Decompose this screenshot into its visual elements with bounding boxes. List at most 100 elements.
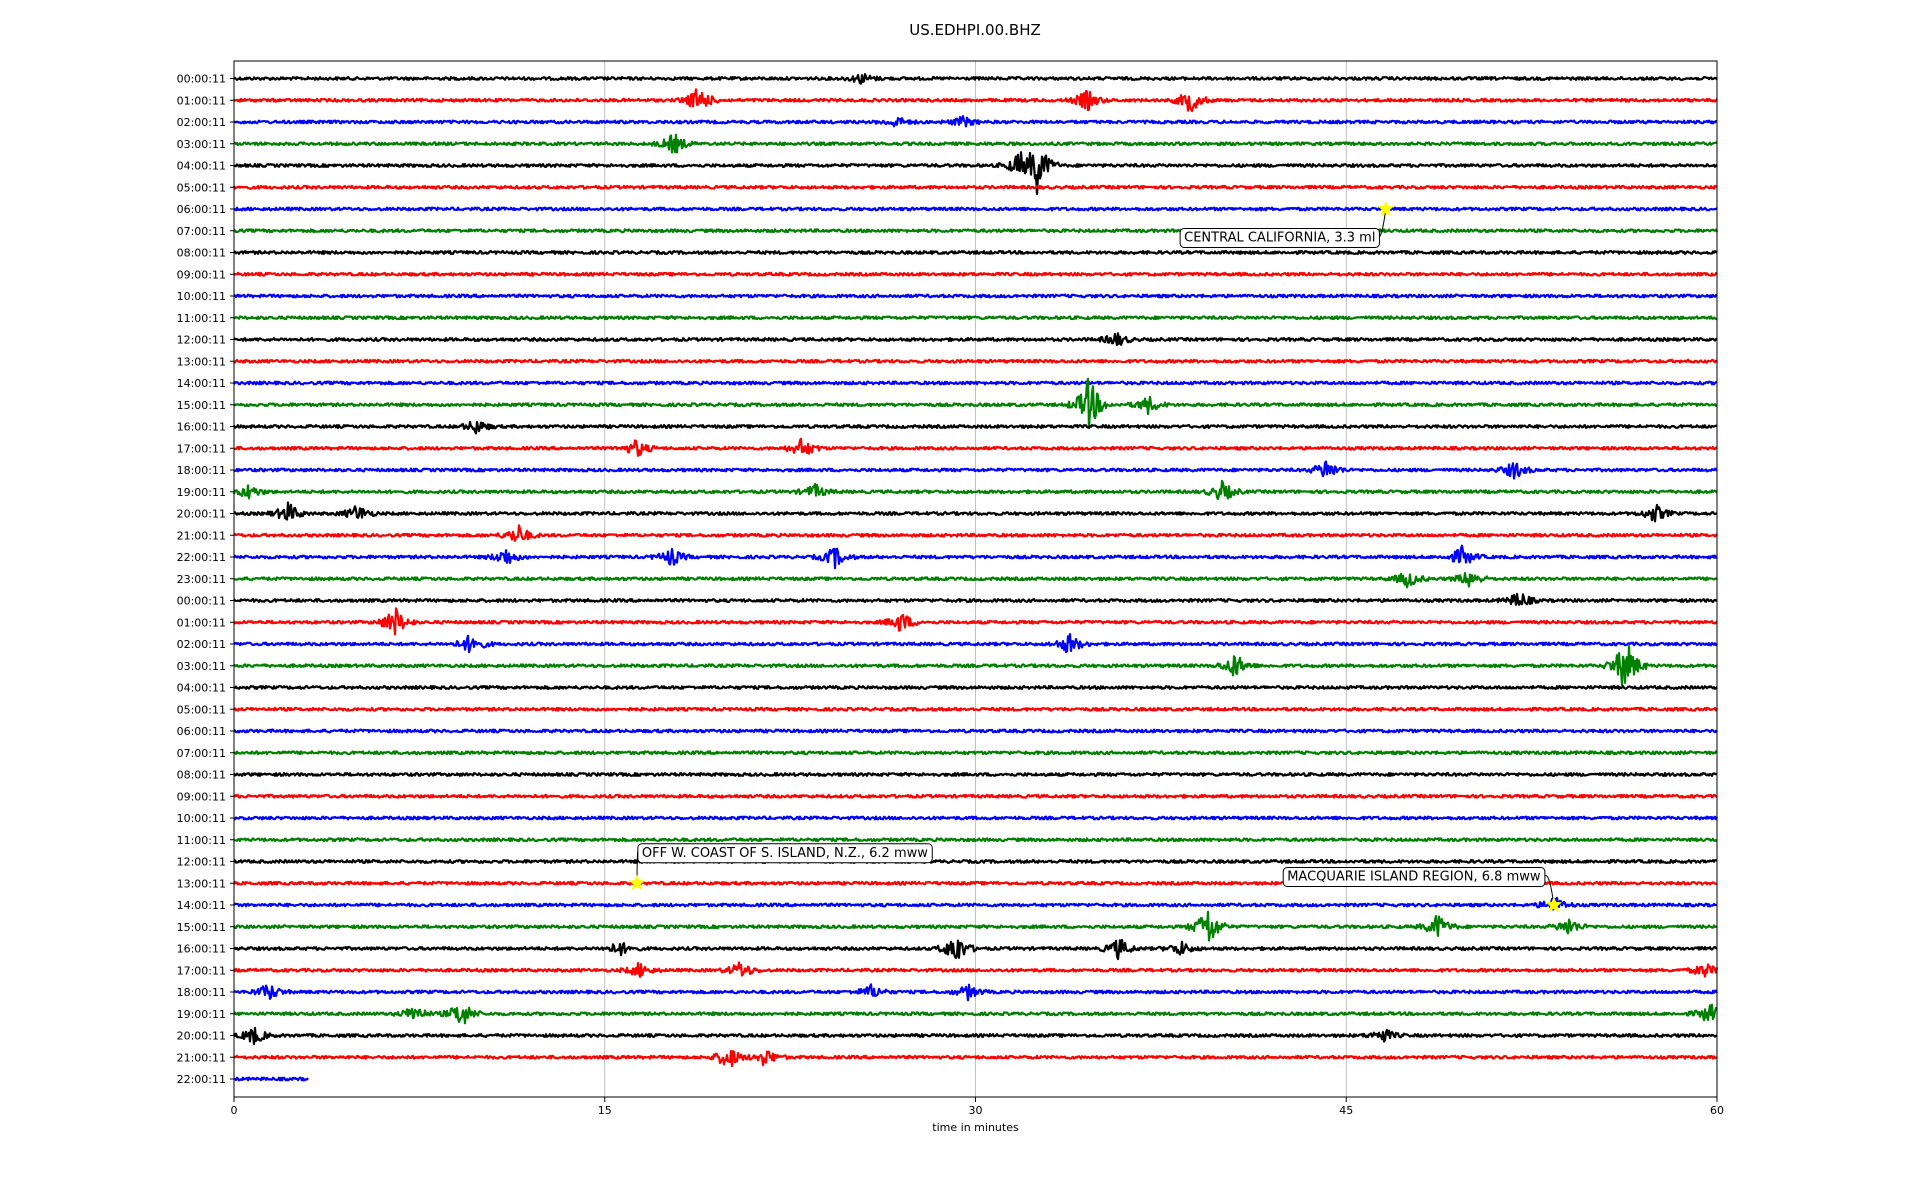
row-time-label: 17:00:11 <box>177 442 226 455</box>
x-axis-label: time in minutes <box>932 1121 1019 1134</box>
row-time-label: 11:00:11 <box>177 834 226 847</box>
trace-row <box>233 837 1718 843</box>
row-time-label: 04:00:11 <box>177 160 226 173</box>
trace-row <box>233 358 1718 364</box>
row-time-label: 18:00:11 <box>177 464 226 477</box>
event-label: MACQUARIE ISLAND REGION, 6.8 mww <box>1287 870 1541 885</box>
trace-row <box>233 228 1719 234</box>
row-time-label: 00:00:11 <box>177 73 226 86</box>
row-time-label: 06:00:11 <box>177 203 226 216</box>
event-label: CENTRAL CALIFORNIA, 3.3 ml <box>1184 231 1375 246</box>
row-time-label: 15:00:11 <box>177 921 226 934</box>
trace-row <box>233 815 1719 821</box>
trace-row <box>233 332 1718 347</box>
trace-row <box>233 750 1718 756</box>
row-time-label: 20:00:11 <box>177 508 226 521</box>
trace-row <box>232 184 1718 190</box>
trace-row <box>233 377 1718 430</box>
row-time-label: 08:00:11 <box>177 247 226 260</box>
x-tick-label: 30 <box>969 1104 983 1117</box>
row-time-label: 00:00:11 <box>177 595 226 608</box>
trace-row <box>232 420 1718 435</box>
trace-row <box>233 772 1718 777</box>
trace-row <box>233 501 1718 523</box>
row-time-label: 22:00:11 <box>177 551 226 564</box>
row-time-label: 05:00:11 <box>177 703 226 716</box>
row-time-label: 21:00:11 <box>177 1051 226 1064</box>
seismic-traces <box>232 73 1719 1082</box>
event-star-marker <box>1545 896 1563 913</box>
row-time-label: 03:00:11 <box>177 138 226 151</box>
trace-row <box>233 592 1718 606</box>
row-time-label: 09:00:11 <box>177 790 226 803</box>
row-time-label: 06:00:11 <box>177 725 226 738</box>
row-time-label: 21:00:11 <box>177 529 226 542</box>
row-time-label: 14:00:11 <box>177 899 226 912</box>
trace-row <box>233 571 1718 589</box>
trace-row <box>233 115 1718 128</box>
row-time-label: 05:00:11 <box>177 181 226 194</box>
x-tick-label: 15 <box>598 1104 612 1117</box>
row-time-label: 13:00:11 <box>177 877 226 890</box>
row-time-label: 02:00:11 <box>177 638 226 651</box>
row-time-label: 12:00:11 <box>177 334 226 347</box>
trace-row <box>233 460 1718 480</box>
event-label-box <box>637 843 933 864</box>
row-time-label: 15:00:11 <box>177 399 226 412</box>
trace-row <box>233 896 1718 911</box>
x-axis-ticks: 0 15 30 45 60 <box>231 1097 1724 1117</box>
row-time-label: 02:00:11 <box>177 116 226 129</box>
event-star-marker <box>628 874 646 891</box>
row-time-label: 22:00:11 <box>177 1073 226 1086</box>
x-tick-label: 0 <box>231 1104 238 1117</box>
trace-row <box>233 380 1718 386</box>
trace-row <box>233 524 1718 542</box>
trace-row <box>233 206 1718 212</box>
row-time-label: 10:00:11 <box>177 290 226 303</box>
event-annotation: OFF W. COAST OF S. ISLAND, N.Z., 6.2 mww <box>628 843 933 891</box>
row-time-label: 16:00:11 <box>177 421 226 434</box>
row-time-label: 09:00:11 <box>177 268 226 281</box>
trace-row <box>233 1003 1718 1025</box>
event-annotation: MACQUARIE ISLAND REGION, 6.8 mww <box>1282 867 1563 913</box>
trace-row <box>233 983 1719 1002</box>
row-time-label: 19:00:11 <box>177 486 226 499</box>
row-time-label: 03:00:11 <box>177 660 226 673</box>
x-tick-label: 45 <box>1339 1104 1353 1117</box>
trace-row <box>233 250 1718 255</box>
trace-row <box>233 685 1718 690</box>
trace-row <box>233 88 1718 113</box>
row-time-label: 17:00:11 <box>177 964 226 977</box>
row-time-label: 16:00:11 <box>177 943 226 956</box>
trace-row <box>233 644 1718 687</box>
plot-frame <box>233 60 1718 1098</box>
trace-row <box>233 938 1718 961</box>
trace-row <box>233 1076 309 1082</box>
event-label: OFF W. COAST OF S. ISLAND, N.Z., 6.2 mww <box>642 846 928 861</box>
chart-title: US.EDHPI.00.BHZ <box>909 21 1041 39</box>
row-time-label: 10:00:11 <box>177 812 226 825</box>
trace-row <box>233 73 1718 85</box>
trace-row <box>233 728 1718 734</box>
trace-row <box>233 632 1718 654</box>
row-time-label: 13:00:11 <box>177 355 226 368</box>
trace-row <box>233 961 1719 978</box>
trace-row <box>232 479 1718 501</box>
trace-row <box>233 315 1718 321</box>
trace-row <box>233 1049 1718 1068</box>
trace-row <box>232 910 1718 942</box>
row-time-label: 19:00:11 <box>177 1008 226 1021</box>
trace-row <box>233 793 1718 799</box>
row-time-label: 12:00:11 <box>177 856 226 869</box>
trace-row <box>233 859 1718 864</box>
row-time-label: 04:00:11 <box>177 682 226 695</box>
row-time-label: 07:00:11 <box>177 225 226 238</box>
row-time-label: 08:00:11 <box>177 769 226 782</box>
event-label-box <box>1282 867 1546 887</box>
trace-row <box>233 706 1718 712</box>
row-time-label: 23:00:11 <box>177 573 226 586</box>
x-tick-label: 60 <box>1710 1104 1724 1117</box>
trace-row <box>233 133 1718 154</box>
row-time-label: 18:00:11 <box>177 986 226 999</box>
